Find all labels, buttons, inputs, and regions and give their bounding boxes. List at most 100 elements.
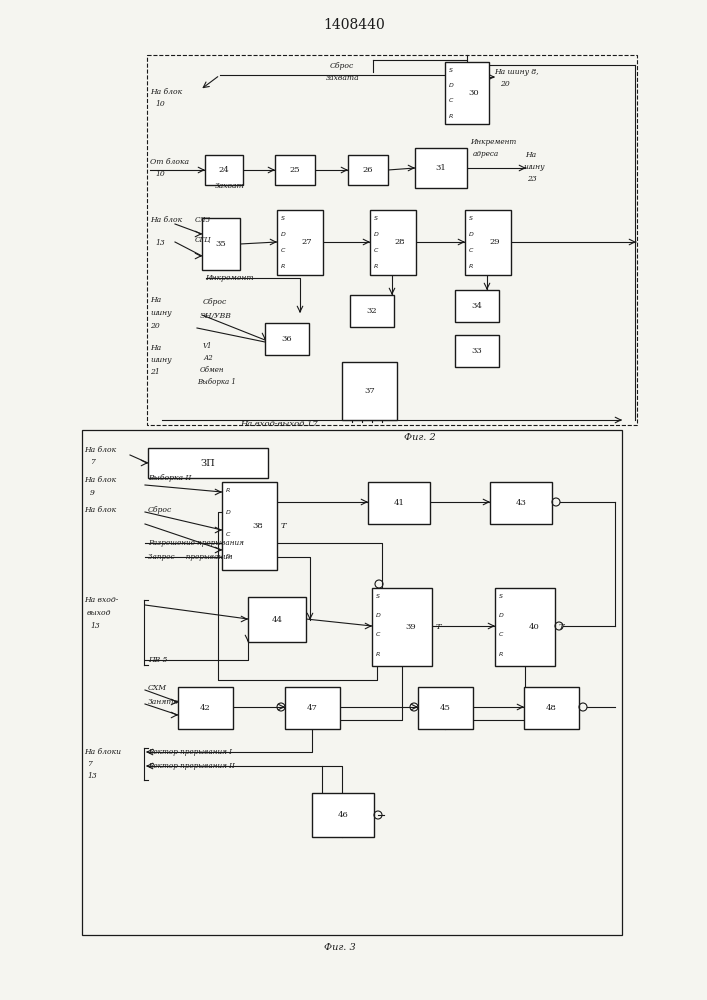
Text: СХМ: СХМ	[148, 684, 167, 692]
Text: 42: 42	[200, 704, 211, 712]
Text: На: На	[525, 151, 536, 159]
Bar	[222, 482, 277, 570]
Bar	[445, 62, 489, 124]
Text: R: R	[499, 652, 503, 657]
Text: 35: 35	[216, 240, 226, 248]
Text: 40: 40	[529, 623, 539, 631]
Text: S: S	[499, 593, 503, 598]
Bar	[82, 430, 622, 935]
Text: 28: 28	[395, 238, 405, 246]
Text: 29: 29	[489, 238, 501, 246]
Text: D: D	[499, 613, 504, 618]
Text: От блока: От блока	[150, 158, 189, 166]
Text: 10: 10	[155, 100, 165, 108]
Text: шину: шину	[150, 356, 172, 364]
Text: А2: А2	[203, 354, 213, 362]
Text: На блок: На блок	[84, 506, 116, 514]
Text: 7: 7	[87, 760, 92, 768]
Text: T: T	[559, 623, 565, 631]
Text: Захват: Захват	[215, 182, 245, 190]
Text: На блок: На блок	[150, 216, 182, 224]
Text: адреса: адреса	[473, 150, 499, 158]
Text: 32: 32	[367, 307, 378, 315]
Text: S: S	[281, 216, 285, 221]
Text: D: D	[374, 232, 379, 237]
Text: Выборка II: Выборка II	[148, 474, 192, 482]
Text: 43: 43	[515, 499, 527, 507]
Bar	[147, 55, 637, 425]
Text: T: T	[281, 522, 286, 530]
Text: R: R	[376, 652, 380, 657]
Text: шину: шину	[523, 163, 544, 171]
Bar	[415, 148, 467, 188]
Text: На блок: На блок	[84, 476, 116, 484]
Text: R: R	[449, 114, 453, 119]
Text: На шину 8,: На шину 8,	[494, 68, 539, 76]
Bar	[455, 290, 499, 322]
Text: T: T	[436, 623, 442, 631]
Text: 46: 46	[338, 811, 349, 819]
Text: выход: выход	[87, 609, 112, 617]
Text: 20: 20	[150, 322, 160, 330]
Text: На: На	[150, 344, 161, 352]
Text: D: D	[449, 83, 454, 88]
Text: Запрос     прерывания: Запрос прерывания	[148, 553, 233, 561]
Text: На блок: На блок	[84, 446, 116, 454]
Text: S: S	[449, 68, 453, 73]
Text: D: D	[376, 613, 381, 618]
Text: 25: 25	[290, 166, 300, 174]
Text: Сброс: Сброс	[203, 298, 227, 306]
Bar	[265, 323, 309, 355]
Bar	[178, 687, 233, 729]
Text: C: C	[499, 633, 503, 638]
Text: S: S	[374, 216, 378, 221]
Bar	[277, 210, 323, 275]
Text: C: C	[226, 532, 230, 536]
Text: C: C	[376, 633, 380, 638]
Text: C: C	[281, 248, 286, 253]
Text: 20: 20	[500, 80, 510, 88]
Bar	[350, 295, 394, 327]
Bar	[370, 210, 416, 275]
Text: 10: 10	[155, 170, 165, 178]
Bar	[465, 210, 511, 275]
Text: 37: 37	[364, 387, 375, 395]
Bar	[490, 482, 552, 524]
Text: 13: 13	[155, 239, 165, 247]
Text: 39: 39	[406, 623, 416, 631]
Text: R: R	[226, 488, 230, 492]
Bar	[372, 588, 432, 666]
Text: Вектор прерывания I: Вектор прерывания I	[148, 748, 232, 756]
Bar	[495, 588, 555, 666]
Text: ЭН/УВВ: ЭН/УВВ	[200, 312, 232, 320]
Text: Разрешение прерывания: Разрешение прерывания	[148, 539, 244, 547]
Text: Сброс: Сброс	[330, 62, 354, 70]
Text: Вектор прерывания II: Вектор прерывания II	[148, 762, 235, 770]
Text: 38: 38	[252, 522, 263, 530]
Text: Фиг. 2: Фиг. 2	[404, 432, 436, 442]
Text: S: S	[376, 593, 380, 598]
Text: 48: 48	[546, 704, 557, 712]
Text: ЗП: ЗП	[201, 458, 216, 468]
Bar	[148, 448, 268, 478]
Text: 30: 30	[468, 89, 479, 97]
Text: 1408440: 1408440	[323, 18, 385, 32]
Text: C: C	[449, 99, 453, 104]
Text: 36: 36	[281, 335, 292, 343]
Bar	[205, 155, 243, 185]
Text: На вход-выход 17: На вход-выход 17	[240, 420, 317, 428]
Text: D: D	[469, 232, 474, 237]
Bar	[202, 218, 240, 270]
Text: 13: 13	[90, 622, 100, 630]
Text: шину: шину	[150, 309, 172, 317]
Text: R: R	[374, 264, 378, 269]
Text: 23: 23	[527, 175, 537, 183]
Text: Фиг. 3: Фиг. 3	[324, 944, 356, 952]
Bar	[418, 687, 473, 729]
Text: 31: 31	[436, 164, 446, 172]
Bar	[455, 335, 499, 367]
Text: 41: 41	[394, 499, 404, 507]
Text: 7: 7	[90, 458, 95, 466]
Bar	[368, 482, 430, 524]
Text: На: На	[150, 296, 161, 304]
